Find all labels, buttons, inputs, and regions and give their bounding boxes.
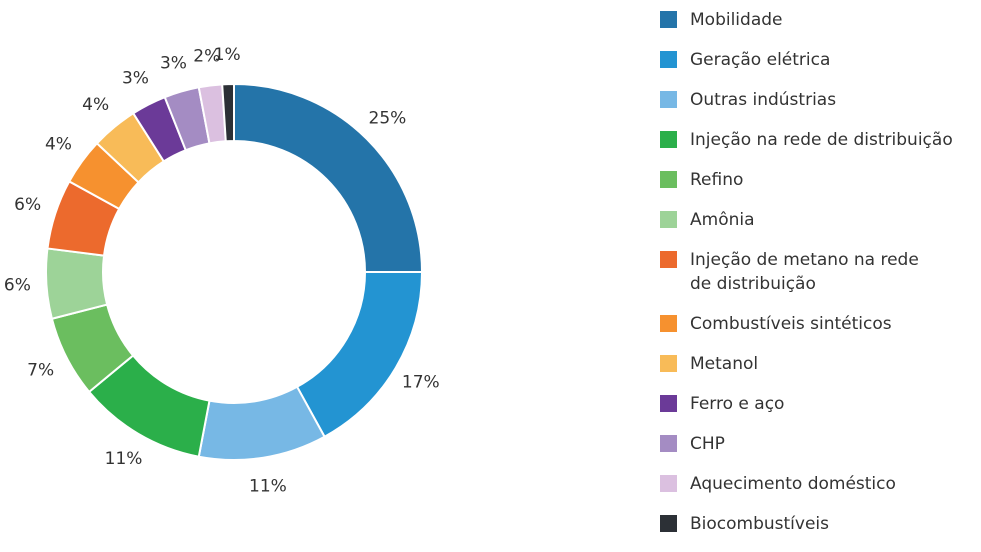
data-label: 2% bbox=[193, 47, 220, 67]
legend-swatch bbox=[660, 315, 677, 332]
legend-item: Outras indústrias bbox=[660, 88, 953, 112]
page: 25% 17% 11% 11% 7% 6% 6% 4% 4% 3% 3% 2% 1% Mobilidad… bbox=[3, 10, 953, 534]
legend-item: Biocombustíveis bbox=[660, 512, 953, 536]
data-label: 25% bbox=[369, 109, 407, 129]
legend-item: Combustíveis sintéticos bbox=[660, 312, 953, 336]
data-label: 1% bbox=[214, 45, 241, 65]
legend-label: Injeção na rede de distribuição bbox=[690, 130, 953, 150]
legend-label: Aquecimento doméstico bbox=[690, 474, 896, 494]
data-label: 4% bbox=[82, 95, 109, 115]
legend-label: CHP bbox=[690, 434, 725, 454]
legend-item: Mobilidade bbox=[660, 8, 953, 32]
legend-item: Metanol bbox=[660, 352, 953, 376]
legend: Mobilidade Geração elétrica Outras indústr… bbox=[660, 8, 953, 552]
legend-item: Refino bbox=[660, 168, 953, 192]
legend-label: Geração elétrica bbox=[690, 50, 831, 70]
legend-item: Ferro e aço bbox=[660, 392, 953, 416]
legend-swatch bbox=[660, 475, 677, 492]
legend-item: Amônia bbox=[660, 208, 953, 232]
legend-swatch bbox=[660, 211, 677, 228]
legend-swatch bbox=[660, 515, 677, 532]
legend-swatch bbox=[660, 251, 677, 268]
legend-swatch bbox=[660, 131, 677, 148]
legend-item: Injeção de metano na rede de distribuiçã… bbox=[660, 248, 953, 296]
legend-label: Refino bbox=[690, 170, 744, 190]
legend-label: Ferro e aço bbox=[690, 394, 785, 414]
data-label: 3% bbox=[122, 69, 149, 89]
data-label: 11% bbox=[249, 476, 287, 496]
legend-label: Combustíveis sintéticos bbox=[690, 314, 892, 334]
data-label: 11% bbox=[105, 449, 143, 469]
data-label: 4% bbox=[45, 134, 72, 154]
legend-item: Injeção na rede de distribuição bbox=[660, 128, 953, 152]
data-label: 6% bbox=[14, 195, 41, 215]
legend-label: Biocombustíveis bbox=[690, 514, 830, 534]
legend-swatch bbox=[660, 435, 677, 452]
legend-swatch bbox=[660, 355, 677, 372]
data-label: 17% bbox=[402, 372, 440, 392]
chart: 25% 17% 11% 11% 7% 6% 6% 4% 4% 3% 3% 2%1% bbox=[4, 45, 440, 496]
legend-item: CHP bbox=[660, 432, 953, 456]
legend-swatch bbox=[660, 51, 677, 68]
donut-segment bbox=[221, 82, 235, 143]
legend-label: Amônia bbox=[690, 210, 755, 230]
data-label: 6% bbox=[4, 276, 31, 296]
data-label: 7% bbox=[27, 361, 54, 381]
legend-label: Metanol bbox=[690, 354, 759, 374]
legend-label: Mobilidade bbox=[690, 10, 783, 30]
legend-swatch bbox=[660, 395, 677, 412]
legend-item: Geração elétrica bbox=[660, 48, 953, 72]
data-label: 3% bbox=[160, 54, 187, 74]
legend-item: Aquecimento doméstico bbox=[660, 472, 953, 496]
legend-swatch bbox=[660, 11, 677, 28]
legend-swatch bbox=[660, 171, 677, 188]
legend-label: Injeção de metano na rede de distribuiçã… bbox=[690, 250, 919, 294]
legend-label: Outras indústrias bbox=[690, 90, 837, 110]
legend-swatch bbox=[660, 91, 677, 108]
donut-segment bbox=[295, 271, 424, 439]
